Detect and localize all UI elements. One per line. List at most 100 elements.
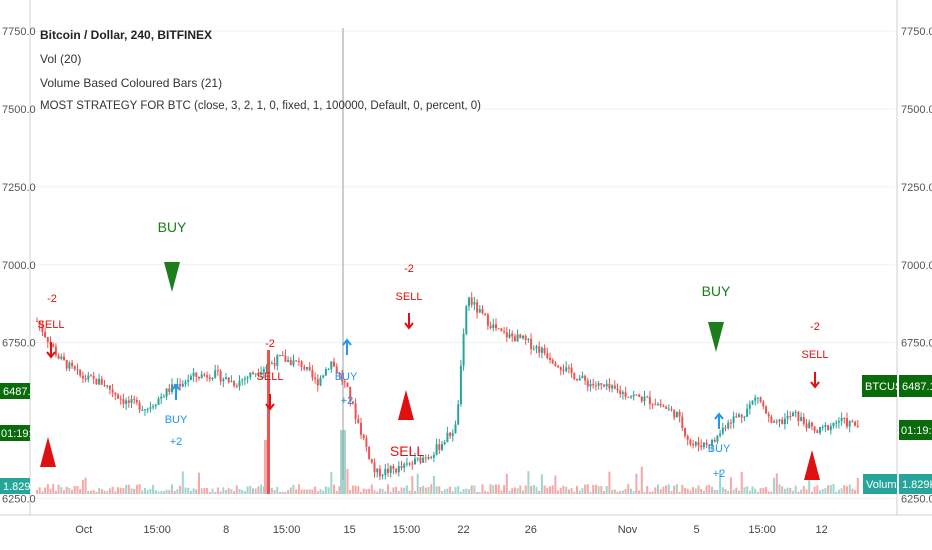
candle-body [279,355,281,357]
candle-body [206,375,209,378]
candle-body [181,383,184,387]
volume-bar [106,491,109,494]
candle-body [381,475,384,477]
candle-body [832,422,835,427]
candle-body [252,372,254,375]
axis-tags: 6487.1 01:19:08 1.829K BTCUSD 6487.1 01:… [0,375,932,494]
volume-bar [765,486,767,494]
candle-body [395,468,398,473]
volume-bar [295,489,298,494]
volume-bar [311,489,314,494]
volume-bar [330,472,333,494]
legend-symbol[interactable]: Bitcoin / Dollar, 240, BITFINEX [40,28,213,42]
volume-bar [476,491,479,494]
volume-bar [711,486,713,494]
left-volume-tag [0,478,30,494]
candle-body [727,422,730,429]
candle-body [567,367,570,369]
volume-bar [208,491,211,494]
volume-bar [738,490,740,494]
candle-body [632,394,635,397]
time-tick: 12 [816,524,828,536]
volume-bar [241,489,244,494]
volume-bar [748,490,751,494]
signal-label: BUY [158,219,187,235]
volume-bar [138,484,141,494]
candle-body [57,355,60,359]
candle-body [786,415,789,419]
candle-body [54,346,57,356]
volume-bar [362,488,365,494]
volume-bar [686,488,689,494]
price-tick-left: 6250.0 [2,493,36,505]
volume-bar [273,490,276,494]
candle-body [52,344,55,347]
signal-label: BUY [165,414,188,426]
candle-body [643,396,646,402]
volume-bar [411,475,414,494]
candle-body [106,385,109,387]
candle-body [187,379,190,382]
signal-label: BUY [708,443,731,455]
candle-body [746,408,749,417]
candle-body [44,332,47,338]
legend-volume-indicator[interactable]: Vol (20) [40,52,82,66]
legend-coloured-bars-indicator[interactable]: Volume Based Coloured Bars (21) [40,76,223,90]
volume-bar [365,489,368,494]
volume-bar [219,491,222,494]
candle-body [171,384,173,392]
candle-body [76,369,79,371]
volume-bar [786,487,789,494]
signal-qty: +2 [713,468,726,480]
candle-body [154,404,157,407]
volume-bar [808,472,811,494]
candle-body [597,383,600,386]
candle-body [705,442,708,445]
strategy-signals: -2 SELL BUY BUY +2 -2 SELL BUY +2 -2 SELL SELL BUY BU… [38,219,828,480]
volume-bar [713,489,716,494]
candle-body [702,442,705,448]
legend-strategy[interactable]: MOST STRATEGY FOR BTC (close, 3, 2, 1, 0… [40,100,482,112]
candle-body [141,409,144,411]
candle-body [756,397,759,399]
volume-bar [819,490,821,494]
volume-bar [532,484,535,494]
volume-label-tag-text: Volume [866,479,903,491]
volume-bar [81,479,84,494]
volume-bar [370,484,373,494]
candle-body [503,331,506,333]
time-tick: 15:00 [273,524,301,536]
candle-body [203,374,206,376]
candle-body [316,379,319,386]
candle-body [365,438,368,447]
volume-bar [238,489,241,494]
candle-body [808,422,811,429]
price-tick-right: 6250.0 [901,493,932,505]
volume-bar [214,491,217,494]
volume-bar [630,488,632,494]
candle-body [46,337,49,343]
candle-body [216,370,219,372]
volume-bar [122,488,125,494]
volume-bar [832,484,835,494]
volume-spike [264,440,269,494]
volume-bar [581,488,584,494]
candle-body [721,427,724,434]
candle-body [392,466,395,469]
candle-body [262,369,265,373]
candle-body [397,465,400,473]
price-axis[interactable]: 7750.0 7750.0 7500.0 7500.0 7250.0 7250.0 7000… [2,26,932,505]
volume-bar [171,484,173,494]
sell-order-arrow [404,313,414,330]
volume-bar [333,484,335,494]
time-axis[interactable]: Oct 15:00 8 15:00 15 15:00 22 26 Nov 5 15:00 12 [75,524,828,536]
candle-body [686,435,689,440]
candle-body [667,408,670,410]
volume-bar [270,487,273,494]
candle-body [230,381,233,383]
volume-bar [486,491,489,494]
candle-body [71,362,74,367]
candle-body [848,421,851,427]
candle-body [605,383,608,387]
